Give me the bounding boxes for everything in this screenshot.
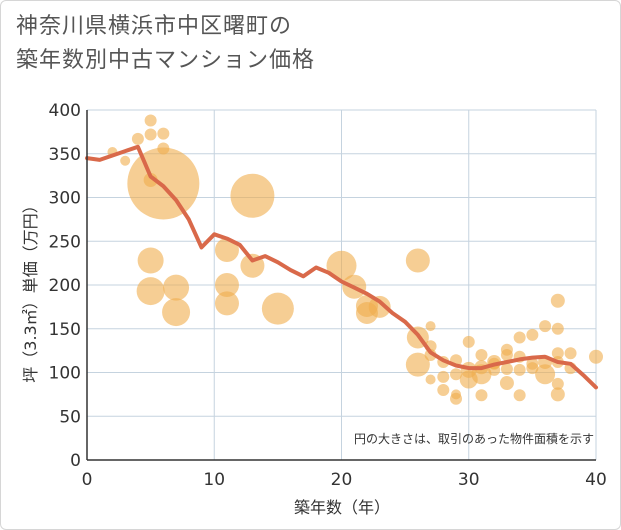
bubble-point [475, 349, 488, 361]
y-tick-label: 250 [49, 232, 81, 252]
bubble-point [162, 298, 191, 327]
bubble-point [564, 347, 577, 360]
bubble-point [368, 295, 391, 318]
x-tick-label: 30 [458, 470, 480, 490]
y-tick-label: 0 [70, 451, 81, 471]
bubble-point [526, 328, 539, 341]
bubble-point [550, 293, 565, 308]
bubble-point [326, 250, 357, 281]
y-tick-label: 50 [59, 407, 81, 427]
bubble-point [526, 362, 539, 375]
y-axis-title: 坪（3.3㎡）単価（万円） [21, 197, 40, 382]
x-tick-label: 10 [203, 470, 225, 490]
bubble-point [513, 363, 526, 376]
bubble-point [425, 321, 436, 332]
bubble-point [550, 387, 565, 402]
bubble-point [163, 274, 190, 301]
bubble-point [500, 363, 513, 375]
y-tick-label: 300 [49, 189, 81, 209]
y-tick-label: 350 [49, 145, 81, 165]
average-price-line [85, 144, 598, 390]
bubble-point [127, 147, 200, 220]
bubble-point [144, 114, 157, 127]
bubble-point [157, 127, 170, 140]
bubble-point [551, 322, 564, 335]
bubble-point [513, 331, 526, 344]
bubble-point [450, 368, 463, 381]
bubble-point [425, 374, 436, 385]
bubble-point [437, 384, 450, 396]
axes: 0 50 100 150 200 250 300 350 400 0 10 20 30 40 [49, 101, 607, 490]
y-tick-label: 100 [49, 364, 81, 384]
chart-title-line-2: 築年数別中古マンション価格 [16, 48, 316, 73]
bubble-point [589, 349, 603, 364]
x-tick-label: 0 [82, 470, 93, 490]
bubble-point [513, 389, 526, 402]
bubble-point [539, 320, 552, 333]
bubble-point [405, 248, 430, 273]
bubble-point [475, 389, 488, 402]
bubble-point [551, 347, 564, 360]
bubble-point [214, 238, 239, 262]
x-tick-label: 20 [331, 470, 353, 490]
bubble-point [551, 377, 564, 390]
y-tick-label: 200 [49, 276, 81, 296]
bubble-point [500, 349, 513, 361]
chart-title: 神奈川県横浜市中区曙町の 築年数別中古マンション価格 [16, 10, 576, 78]
x-axis-title: 築年数（年） [294, 498, 390, 517]
bubble-point [462, 335, 475, 348]
bubble-size-note: 円の大きさは、取引のあった物件面積を示す [354, 431, 594, 446]
bubble-point [261, 292, 294, 325]
bubble-point [120, 155, 131, 166]
y-tick-label: 400 [49, 101, 81, 121]
trend-line-series [85, 144, 598, 390]
bubble-point [131, 132, 144, 145]
bubble-point [144, 128, 157, 141]
bubble-point [137, 247, 164, 274]
x-tick-label: 40 [585, 470, 607, 490]
bubble-point [230, 173, 275, 218]
bubble-point [451, 389, 462, 400]
bubble-point [405, 352, 430, 377]
chart-title-line-1: 神奈川県横浜市中区曙町の [16, 14, 293, 39]
bubble-point [214, 291, 239, 316]
bubble-point [214, 273, 239, 297]
bubble-series [107, 114, 603, 405]
bubble-point [535, 364, 556, 385]
bubble-point [499, 376, 514, 390]
bubble-point [136, 277, 165, 306]
y-tick-label: 150 [49, 320, 81, 340]
bubble-point [437, 370, 450, 383]
